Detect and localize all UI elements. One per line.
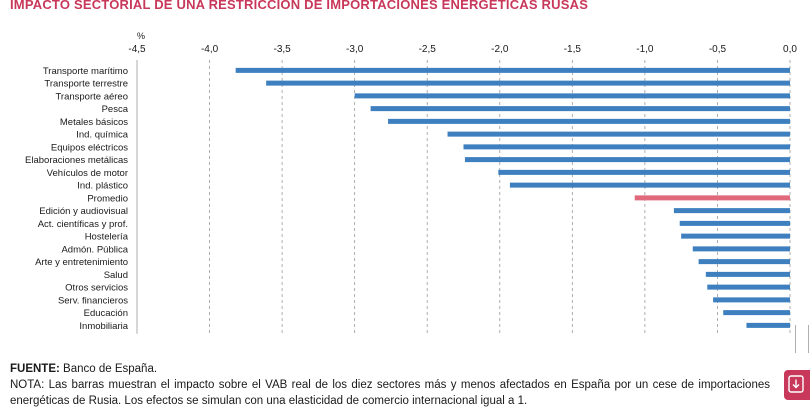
bar bbox=[370, 106, 790, 112]
bar bbox=[354, 93, 790, 99]
category-label: Otros servicios bbox=[65, 283, 128, 294]
bar bbox=[447, 131, 790, 137]
note-text: NOTA: Las barras muestran el impacto sob… bbox=[10, 379, 770, 407]
category-label: Elaboraciones metálicas bbox=[25, 155, 128, 166]
bar-average bbox=[634, 195, 790, 201]
bar bbox=[692, 246, 790, 252]
x-tick-label: -4,5 bbox=[128, 44, 146, 55]
x-tick-label: -1,0 bbox=[636, 44, 654, 55]
category-label: Inmobiliaria bbox=[79, 321, 128, 332]
category-label: Transporte terrestre bbox=[44, 79, 128, 90]
x-tick-label: -4,0 bbox=[201, 44, 219, 55]
bar bbox=[707, 284, 790, 290]
bar bbox=[746, 322, 790, 328]
category-label: Ind. química bbox=[76, 130, 128, 141]
x-axis-ticks: -4,5 -4,0 -3,5 -3,0 -2,5 -2,0 -1,5 -1,0 -0,5 0,0 bbox=[128, 44, 797, 55]
category-label: Edición y audiovisual bbox=[39, 206, 128, 217]
bar-chart: -4,5 -4,0 -3,5 -3,0 -2,5 -2,0 -1,5 -1,0 -0,5 0,0 … bbox=[25, 31, 797, 334]
x-tick-label: -3,0 bbox=[346, 44, 364, 55]
bar bbox=[681, 233, 790, 239]
bar bbox=[388, 118, 790, 124]
bar bbox=[698, 259, 790, 265]
unit-label: % bbox=[137, 31, 145, 41]
category-labels: Transporte marítimo Transporte terrestreT… bbox=[25, 66, 129, 332]
x-tick-label: -1,5 bbox=[564, 44, 582, 55]
category-label: Arte y entretenimiento bbox=[35, 257, 128, 268]
bar bbox=[463, 144, 790, 150]
category-label: Admón. Pública bbox=[61, 244, 128, 255]
category-label: Promedio bbox=[87, 193, 128, 204]
scrollbar-track-edge bbox=[808, 325, 809, 353]
bars bbox=[235, 67, 791, 328]
category-label: Salud bbox=[104, 270, 128, 281]
bar bbox=[723, 310, 790, 316]
x-tick-label: -2,0 bbox=[491, 44, 509, 55]
x-tick-label: -2,5 bbox=[419, 44, 437, 55]
category-label: Hostelería bbox=[85, 232, 129, 243]
category-label: Transporte marítimo bbox=[43, 66, 128, 77]
category-label: Vehículos de motor bbox=[47, 168, 128, 179]
x-tick-label: -0,5 bbox=[709, 44, 727, 55]
scrollbar-track bbox=[795, 325, 796, 353]
bar bbox=[235, 67, 791, 73]
category-label: Metales básicos bbox=[60, 117, 128, 128]
chart-title: IMPACTO SECTORIAL DE UNA RESTRICCIÓN DE … bbox=[10, 0, 589, 12]
category-label: Equipos eléctricos bbox=[51, 142, 128, 153]
download-icon bbox=[788, 375, 804, 393]
bar bbox=[679, 220, 790, 226]
source-label: FUENTE: bbox=[10, 363, 60, 375]
x-tick-label: -3,5 bbox=[273, 44, 291, 55]
category-label: Educación bbox=[84, 308, 128, 319]
bar bbox=[509, 182, 790, 188]
bar bbox=[464, 157, 790, 163]
bar bbox=[673, 208, 790, 214]
category-label: Serv. financieros bbox=[58, 295, 128, 306]
category-label: Pesca bbox=[102, 104, 129, 115]
bar bbox=[713, 297, 790, 303]
bar bbox=[266, 80, 790, 86]
category-label: Act. científicas y prof. bbox=[38, 219, 128, 230]
bar bbox=[705, 271, 790, 277]
bar bbox=[498, 169, 790, 175]
category-label: Ind. plástico bbox=[77, 181, 128, 192]
x-tick-label: 0,0 bbox=[783, 44, 797, 55]
source-text: Banco de España. bbox=[63, 363, 158, 375]
download-button[interactable] bbox=[784, 370, 810, 400]
footer: FUENTE: Banco de España. NOTA: Las barra… bbox=[10, 361, 770, 409]
source-line: FUENTE: Banco de España. bbox=[10, 361, 770, 377]
category-label: Transporte aéreo bbox=[55, 91, 128, 102]
